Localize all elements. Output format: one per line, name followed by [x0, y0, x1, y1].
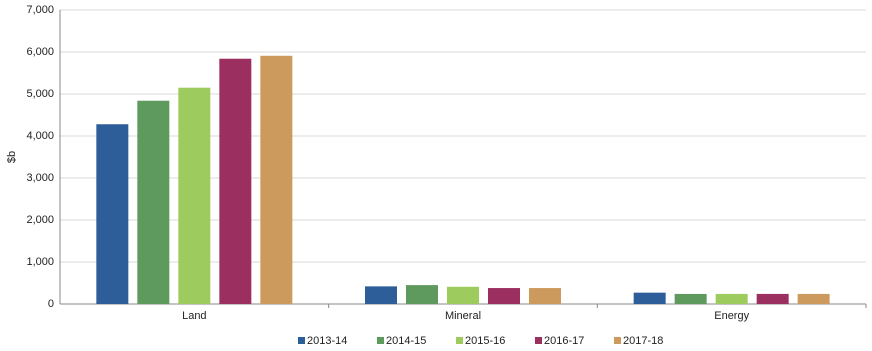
- legend-swatch: [535, 337, 542, 344]
- bar: [488, 288, 520, 304]
- y-tick-label: 3,000: [26, 172, 54, 184]
- legend-label: 2014-15: [386, 335, 426, 347]
- bar: [529, 288, 561, 304]
- legend-swatch: [377, 337, 384, 344]
- x-tick-label: Land: [182, 310, 206, 322]
- y-tick-label: 5,000: [26, 88, 54, 100]
- legend-label: 2013-14: [307, 335, 347, 347]
- bar: [96, 124, 129, 305]
- bar: [674, 293, 707, 304]
- bar: [633, 292, 666, 304]
- y-tick-label: 4,000: [26, 130, 54, 142]
- bar: [406, 285, 438, 304]
- legend-label: 2016-17: [544, 335, 584, 347]
- bar: [219, 58, 252, 304]
- bar: [137, 100, 170, 304]
- y-tick-label: 6,000: [26, 46, 54, 58]
- bar: [756, 293, 789, 304]
- y-tick-label: 2,000: [26, 214, 54, 226]
- legend-label: 2017-18: [623, 335, 663, 347]
- y-tick-label: 0: [48, 298, 54, 310]
- bar: [715, 293, 748, 304]
- legend-swatch: [298, 337, 305, 344]
- bar: [178, 87, 211, 304]
- x-tick-label: Mineral: [445, 310, 481, 322]
- y-axis-label: $b: [6, 151, 18, 163]
- legend-label: 2015-16: [465, 335, 505, 347]
- bar: [365, 286, 397, 304]
- legend-swatch: [614, 337, 621, 344]
- legend-swatch: [456, 337, 463, 344]
- y-tick-label: 7,000: [26, 4, 54, 16]
- bar: [447, 286, 479, 304]
- bar: [260, 55, 293, 304]
- bar: [797, 293, 830, 304]
- x-tick-label: Energy: [714, 310, 749, 322]
- y-tick-label: 1,000: [26, 256, 54, 268]
